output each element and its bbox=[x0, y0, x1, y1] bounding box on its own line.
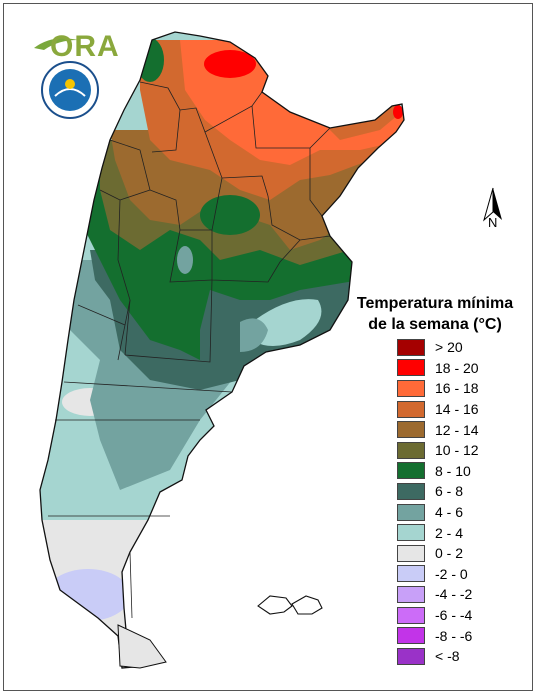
legend-label: 0 - 2 bbox=[435, 545, 464, 562]
legend-item: 10 - 12 bbox=[397, 440, 479, 461]
legend-item: < -8 bbox=[397, 646, 479, 667]
legend-swatch bbox=[397, 482, 425, 500]
legend-swatch bbox=[397, 627, 425, 645]
legend-item: 12 - 14 bbox=[397, 419, 479, 440]
legend-item: 0 - 2 bbox=[397, 543, 479, 564]
legend-label: -2 - 0 bbox=[435, 565, 468, 582]
tierra-del-fuego bbox=[117, 624, 167, 669]
legend-item: > 20 bbox=[397, 337, 479, 358]
legend-swatch bbox=[397, 359, 425, 377]
legend-swatch bbox=[397, 441, 425, 459]
legend-swatch bbox=[397, 565, 425, 583]
legend-item: -6 - -4 bbox=[397, 605, 479, 626]
map-frame bbox=[3, 3, 533, 691]
ora-logo: ORA bbox=[50, 30, 120, 63]
legend-label: 4 - 6 bbox=[435, 504, 464, 521]
legend-label: < -8 bbox=[435, 648, 460, 665]
legend-item: 14 - 16 bbox=[397, 399, 479, 420]
legend-item: -8 - -6 bbox=[397, 625, 479, 646]
legend-label: -6 - -4 bbox=[435, 607, 473, 624]
legend-item: 4 - 6 bbox=[397, 502, 479, 523]
north-arrow-icon bbox=[483, 187, 502, 222]
legend-swatch bbox=[397, 400, 425, 418]
legend-title-line2: de la semana (°C) bbox=[368, 316, 502, 333]
legend-swatch bbox=[397, 544, 425, 562]
legend-swatch bbox=[397, 379, 425, 397]
legend-label: 6 - 8 bbox=[435, 483, 464, 500]
legend-item: 2 - 4 bbox=[397, 522, 479, 543]
legend-swatch bbox=[397, 585, 425, 603]
legend-swatch bbox=[397, 647, 425, 665]
legend-label: -8 - -6 bbox=[435, 627, 473, 644]
legend-title: Temperatura mínima de la semana (°C) bbox=[340, 293, 530, 335]
legend-label: 10 - 12 bbox=[435, 442, 479, 459]
legend-swatch bbox=[397, 421, 425, 439]
legend-label: -4 - -2 bbox=[435, 586, 473, 603]
legend-swatch bbox=[397, 606, 425, 624]
legend-swatch bbox=[397, 462, 425, 480]
north-label: N bbox=[488, 215, 498, 230]
malvinas-islands bbox=[257, 595, 323, 615]
legend-item: 18 - 20 bbox=[397, 358, 479, 379]
province-borders bbox=[48, 81, 331, 619]
legend-item: 16 - 18 bbox=[397, 378, 479, 399]
legend-item: -4 - -2 bbox=[397, 584, 479, 605]
legend-swatch bbox=[397, 338, 425, 356]
legend-label: 8 - 10 bbox=[435, 462, 471, 479]
legend-label: 12 - 14 bbox=[435, 421, 479, 438]
legend-item: 8 - 10 bbox=[397, 461, 479, 482]
legend-label: > 20 bbox=[435, 339, 463, 356]
legend-item: -2 - 0 bbox=[397, 564, 479, 585]
legend-label: 18 - 20 bbox=[435, 359, 479, 376]
legend-item: 6 - 8 bbox=[397, 481, 479, 502]
legend-label: 14 - 16 bbox=[435, 401, 479, 418]
ora-logo-icon bbox=[34, 38, 99, 119]
legend: > 20 18 - 20 16 - 18 14 - 16 12 - 14 10 - 12 8… bbox=[397, 337, 479, 667]
legend-swatch bbox=[397, 503, 425, 521]
legend-swatch bbox=[397, 524, 425, 542]
legend-title-line1: Temperatura mínima bbox=[356, 295, 514, 312]
legend-label: 2 - 4 bbox=[435, 524, 464, 541]
legend-label: 16 - 18 bbox=[435, 380, 479, 397]
